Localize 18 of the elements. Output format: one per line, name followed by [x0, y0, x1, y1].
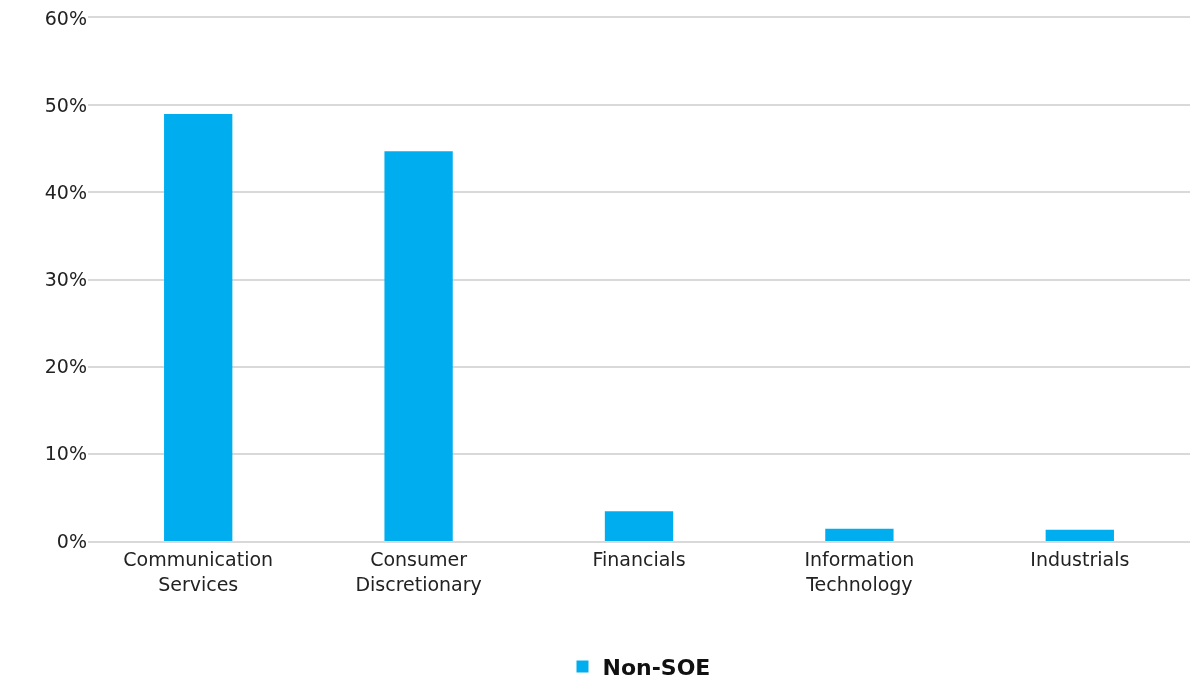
y-tick-label: 20% — [44, 355, 87, 378]
y-tick-label: 50% — [44, 93, 87, 116]
y-tick-label: 60% — [44, 6, 87, 29]
bar — [1045, 529, 1114, 541]
bar — [825, 528, 894, 541]
bar — [604, 511, 674, 541]
x-tick-label: Information Technology — [804, 547, 915, 595]
y-tick-label: 10% — [44, 442, 87, 465]
x-tick-label: Consumer Discretionary — [355, 547, 482, 595]
y-tick-label: 30% — [44, 268, 87, 291]
legend-label: Non-SOE — [602, 654, 711, 680]
y-tick-label: 40% — [44, 180, 87, 203]
x-tick-label: Financials — [592, 547, 686, 570]
x-tick-label: Communication Services — [123, 547, 274, 595]
bar — [164, 113, 233, 541]
bar — [384, 151, 453, 541]
y-tick-label: 0% — [56, 529, 87, 552]
x-tick-label: Industrials — [1030, 547, 1130, 570]
